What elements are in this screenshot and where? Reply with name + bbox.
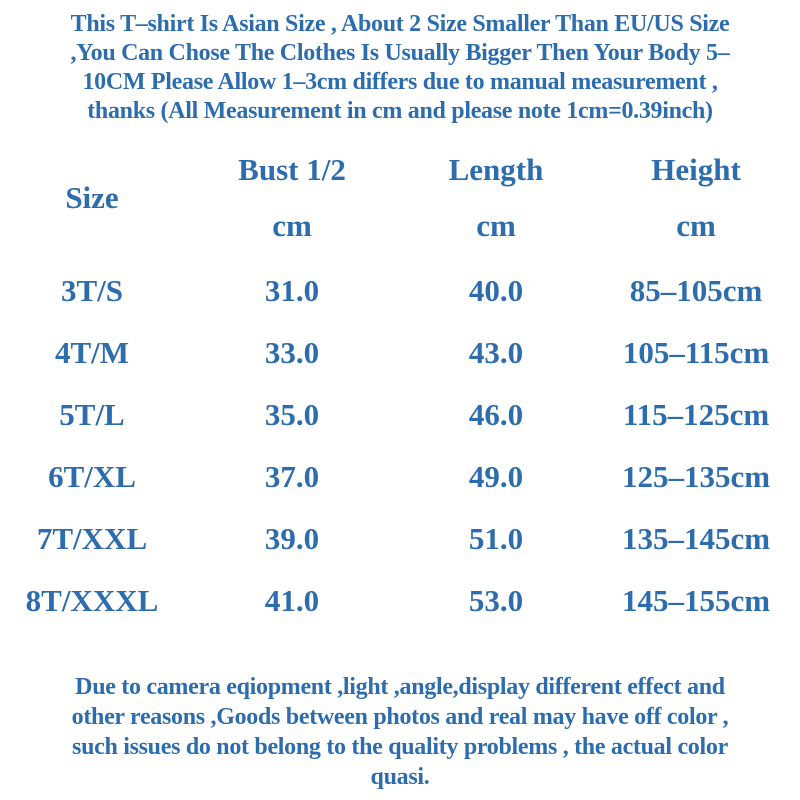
size-chart-table-body: 3T/S 31.0 40.0 85–105cm 4T/M 33.0 43.0 105–115c… — [0, 260, 800, 632]
cell-length_cm: 43.0 — [468, 335, 524, 370]
col-header-height: Height cm — [592, 152, 800, 260]
cell-height_range: 85–105cm — [629, 273, 763, 308]
text-line: 10CM Please Allow 1–3cm differs due to m… — [82, 69, 718, 95]
cell-length_cm: 51.0 — [468, 521, 524, 556]
cell-bust_cm: 39.0 — [264, 521, 320, 556]
cell-size: 8T/XXXL — [25, 583, 159, 618]
text-line: thanks (All Measurement in cm and please… — [87, 98, 713, 124]
sizing-note-header: This T–shirt Is Asian Size , About 2 Siz… — [0, 0, 800, 126]
cell-size: 3T/S — [60, 273, 124, 308]
text-line: ,You Can Chose The Clothes Is Usually Bi… — [70, 40, 730, 66]
cell-size: 5T/L — [59, 397, 125, 432]
size-chart-table-header: Size Bust 1/2 cm Length cm — [0, 152, 800, 260]
text-line: This T–shirt Is Asian Size , About 2 Siz… — [70, 11, 730, 37]
text-line: other reasons ,Goods between photos and … — [71, 704, 729, 730]
col-label-size: Size — [65, 180, 119, 215]
cell-height_range: 125–135cm — [621, 459, 771, 494]
cell-bust_cm: 31.0 — [264, 273, 320, 308]
col-label-length: Length — [448, 152, 544, 187]
cell-size: 6T/XL — [48, 459, 136, 494]
col-header-size: Size — [0, 152, 184, 260]
col-label-bust: Bust 1/2 — [238, 152, 346, 187]
table-row: 3T/S 31.0 40.0 85–105cm — [0, 260, 800, 322]
table-row: 5T/L 35.0 46.0 115–125cm — [0, 384, 800, 446]
text-line: such issues do not belong to the quality… — [72, 734, 728, 760]
table-row: 4T/M 33.0 43.0 105–115cm — [0, 322, 800, 384]
cell-length_cm: 46.0 — [468, 397, 524, 432]
text-line: quasi. — [370, 764, 430, 790]
text-line: Due to camera eqiopment ,light ,angle,di… — [75, 674, 725, 700]
cell-length_cm: 49.0 — [468, 459, 524, 494]
cell-bust_cm: 33.0 — [264, 335, 320, 370]
cell-bust_cm: 35.0 — [264, 397, 320, 432]
cell-length_cm: 53.0 — [468, 583, 524, 618]
color-disclaimer-footer: Due to camera eqiopment ,light ,angle,di… — [0, 672, 800, 792]
cell-bust_cm: 41.0 — [264, 583, 320, 618]
table-row: 6T/XL 37.0 49.0 125–135cm — [0, 446, 800, 508]
cell-length_cm: 40.0 — [468, 273, 524, 308]
col-label-height: Height — [651, 152, 741, 187]
cell-size: 7T/XXL — [36, 521, 148, 556]
col-header-length: Length cm — [400, 152, 592, 260]
size-chart-table: Size Bust 1/2 cm Length cm — [0, 152, 800, 632]
cell-bust_cm: 37.0 — [264, 459, 320, 494]
col-unit-height: cm — [676, 208, 716, 243]
col-unit-length: cm — [476, 208, 516, 243]
cell-height_range: 145–155cm — [621, 583, 771, 618]
header-row: Size Bust 1/2 cm Length cm — [0, 152, 800, 260]
cell-size: 4T/M — [54, 335, 130, 370]
table-row: 7T/XXL 39.0 51.0 135–145cm — [0, 508, 800, 570]
cell-height_range: 115–125cm — [622, 397, 770, 432]
cell-height_range: 105–115cm — [622, 335, 770, 370]
col-unit-bust: cm — [272, 208, 312, 243]
cell-height_range: 135–145cm — [621, 521, 771, 556]
col-header-bust: Bust 1/2 cm — [184, 152, 400, 260]
table-row: 8T/XXXL 41.0 53.0 145–155cm — [0, 570, 800, 632]
